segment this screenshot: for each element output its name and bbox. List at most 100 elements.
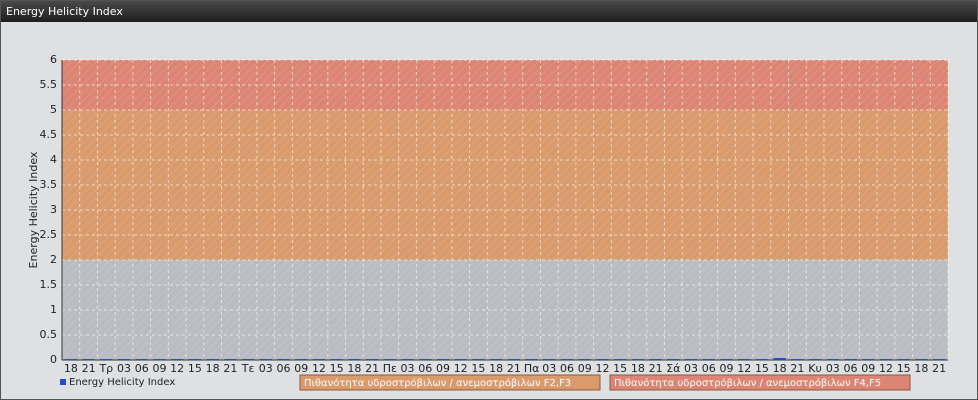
x-tick-label: 21 [932,362,946,375]
x-tick-label: 18 [347,362,361,375]
x-tick-label: 09 [152,362,166,375]
legend-band-box [299,374,601,391]
bar [170,359,184,360]
bar [401,359,414,360]
bar [844,359,857,360]
x-tick-label: 18 [64,362,78,375]
x-tick-label: 06 [418,362,432,375]
y-tick-label: 1 [50,303,57,316]
x-tick-label: 18 [631,362,645,375]
x-tick-label: 15 [188,362,202,375]
bar [578,359,591,360]
bar [117,359,131,360]
x-tick-label: 12 [454,362,468,375]
bar [932,359,946,360]
x-tick-label: 12 [312,362,326,375]
x-tick-label: 03 [826,362,840,375]
bar [826,359,840,360]
bar [153,359,166,360]
bar [383,359,397,360]
bar [312,359,326,360]
x-tick-label: 09 [720,362,734,375]
bar [613,359,627,360]
x-tick-label: 03 [542,362,556,375]
bar [596,359,609,360]
y-tick-label: 5 [50,103,57,116]
bar [525,359,538,360]
bar [667,359,680,360]
bar [897,359,910,360]
y-tick-label: 3 [50,203,57,216]
bar [365,359,379,360]
bar [791,359,804,360]
y-tick-label: 4 [50,153,57,166]
bar [649,359,662,360]
bar [879,359,893,360]
x-tick-label: Τρ [98,362,113,375]
bar [560,359,574,360]
y-tick-label: 0.5 [40,328,58,341]
x-tick-label: 12 [879,362,893,375]
bar [188,359,202,360]
y-tick-label: 4.5 [40,128,58,141]
bar [720,359,733,360]
x-tick-label: Σά [666,362,680,375]
x-tick-label: 21 [790,362,804,375]
bar [259,359,272,360]
x-tick-label: 03 [401,362,415,375]
y-tick-label: 2.5 [40,228,58,241]
y-tick-label: 5.5 [40,78,58,91]
bar [348,359,361,360]
x-tick-label: 09 [294,362,308,375]
bar [330,359,343,360]
bar [472,359,485,360]
y-axis-label: Energy Helicity Index [27,151,40,268]
legend-swatch [60,379,66,385]
legend-band-label: Πιθανότητα υδροστρόβιλων / ανεμοστρόβιλω… [304,377,571,389]
y-tick-label: 0 [50,353,57,366]
x-tick-label: 15 [897,362,911,375]
x-tick-label: Τε [241,362,255,375]
legend-band-box [609,374,911,391]
x-tick-label: 06 [277,362,291,375]
x-tick-label: 15 [613,362,627,375]
bar [277,359,290,360]
bar [915,359,928,360]
x-tick-label: 09 [578,362,592,375]
x-tick-label: 18 [773,362,787,375]
bar [507,359,521,360]
bar [135,359,148,360]
x-tick-label: 18 [914,362,928,375]
x-tick-label: 06 [844,362,858,375]
bar [808,359,822,360]
x-tick-label: Πε [383,362,397,375]
bar [454,359,467,360]
bar [543,359,556,360]
legend-band-label: Πιθανότητα υδροστρόβιλων / ανεμοστρόβιλω… [614,377,881,389]
x-tick-label: 12 [737,362,751,375]
bar [702,359,715,360]
x-tick-label: 15 [471,362,485,375]
x-tick-label: 12 [170,362,184,375]
x-tick-label: 06 [560,362,574,375]
bar [419,359,432,360]
bar [436,359,450,360]
bar [100,359,113,360]
bar [738,359,751,360]
bar [773,358,786,360]
x-tick-label: 21 [82,362,96,375]
bar [64,359,78,360]
bar [862,359,875,360]
bar [295,359,308,360]
y-tick-label: 2 [50,253,57,266]
bar [82,359,95,360]
bar [684,359,698,360]
x-tick-label: 06 [135,362,149,375]
bar [241,359,255,360]
y-tick-label: 1.5 [40,278,58,291]
x-tick-label: 21 [223,362,237,375]
bar [206,359,219,360]
x-tick-label: 03 [684,362,698,375]
bar [631,359,645,360]
x-tick-label: 09 [436,362,450,375]
